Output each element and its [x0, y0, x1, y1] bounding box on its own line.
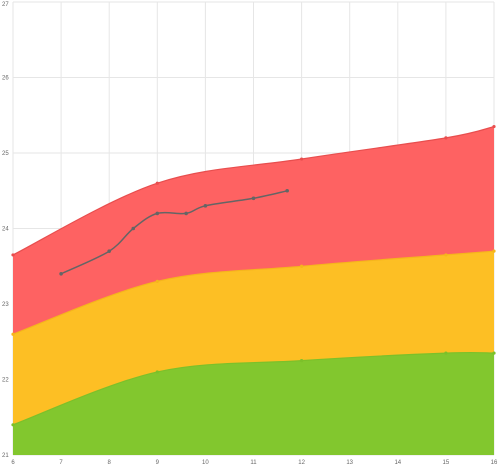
- axis-tick-labels: 21 22 23 24 25 26 27 6 7 8 9 10 11 12 13 14 15 16: [2, 2, 498, 466]
- measurement-series: [59, 188, 289, 276]
- y-tick-label: 23: [2, 302, 9, 308]
- band-point-2-1: [155, 370, 159, 374]
- x-tick-label: 12: [298, 460, 305, 466]
- y-tick-label: 25: [2, 151, 9, 157]
- x-tick-label: 8: [108, 460, 112, 466]
- band-point-2-0: [11, 423, 15, 427]
- band-point-0-3: [444, 136, 448, 140]
- series-line-0: [60, 190, 288, 275]
- x-tick-label: 11: [250, 460, 257, 466]
- x-tick-label: 10: [202, 460, 209, 466]
- band-point-2-3: [444, 351, 448, 355]
- band-point-2-4: [492, 351, 496, 355]
- series-point-0-6: [251, 196, 256, 201]
- x-tick-label: 7: [59, 460, 63, 466]
- band-point-1-2: [300, 264, 304, 268]
- percentile-bands: [11, 124, 496, 455]
- band-point-0-1: [155, 181, 159, 185]
- series-point-0-0: [59, 272, 63, 276]
- x-tick-label: 9: [156, 460, 160, 466]
- x-tick-label: 13: [346, 460, 353, 466]
- x-tick-label: 15: [443, 460, 450, 466]
- band-point-1-1: [155, 279, 159, 283]
- y-tick-label: 21: [2, 453, 9, 459]
- series-point-0-5: [203, 204, 208, 208]
- y-tick-label: 26: [2, 76, 9, 82]
- band-point-1-4: [492, 249, 496, 253]
- y-tick-label: 27: [2, 2, 9, 8]
- y-tick-label: 22: [2, 378, 9, 384]
- series-point-0-4: [184, 211, 188, 216]
- series-point-0-7: [285, 188, 289, 193]
- band-point-2-2: [300, 359, 304, 363]
- band-point-0-0: [11, 253, 15, 257]
- band-area-2: [13, 352, 494, 455]
- band-point-0-4: [492, 124, 496, 129]
- x-tick-label: 16: [491, 460, 498, 466]
- x-tick-label: 14: [394, 460, 401, 466]
- series-point-0-3: [155, 211, 160, 216]
- band-point-0-2: [300, 157, 304, 161]
- band-point-1-3: [444, 253, 448, 257]
- x-tick-label: 6: [11, 460, 15, 466]
- band-point-1-0: [11, 332, 15, 336]
- y-tick-label: 24: [2, 227, 9, 233]
- series-point-0-1: [107, 249, 111, 253]
- series-point-0-2: [131, 226, 136, 231]
